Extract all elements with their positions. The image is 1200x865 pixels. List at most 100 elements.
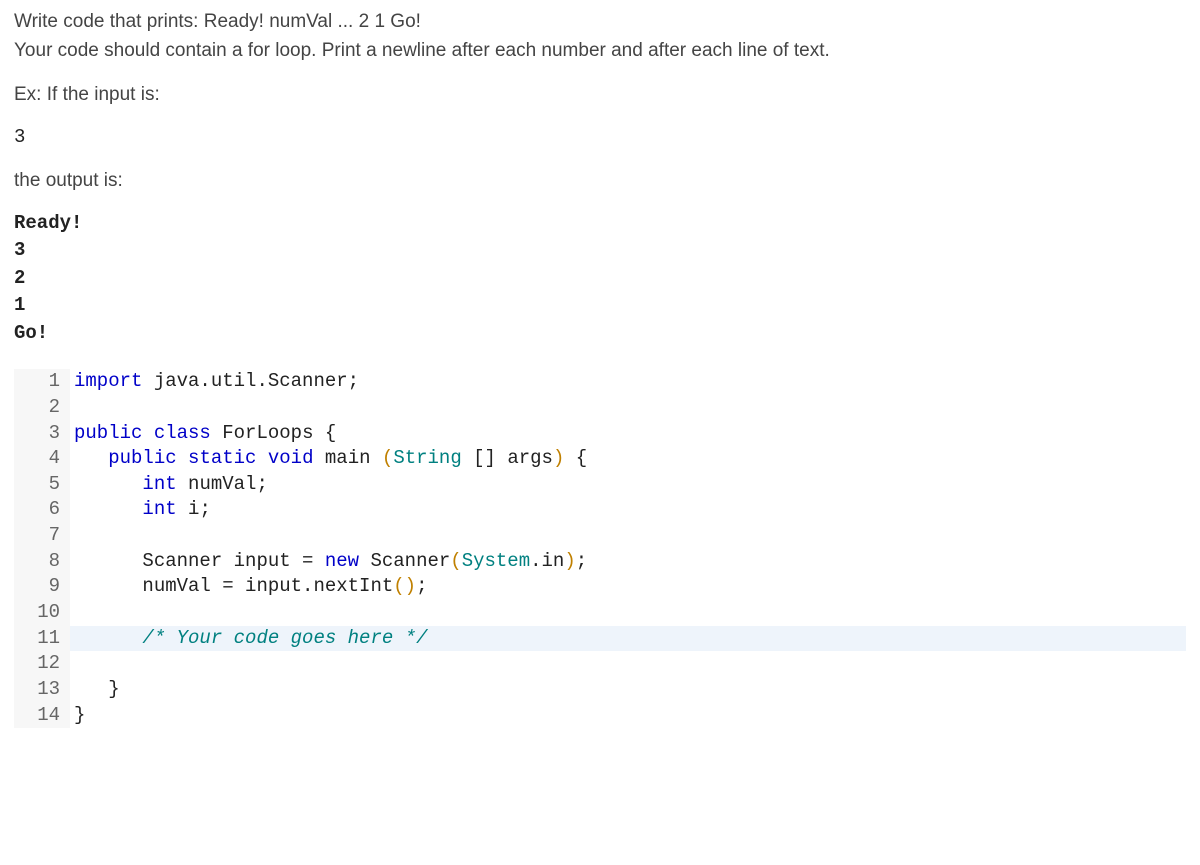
paren-icon: ) [553,447,564,469]
problem-line-1: Write code that prints: Ready! numVal ..… [14,8,1186,37]
tok: ; [576,550,587,572]
output-line-4: 1 [14,292,1186,320]
tok [74,498,142,520]
line-number: 12 [14,651,70,677]
type-string: String [393,447,461,469]
kw-int: int [142,473,176,495]
code-content [70,600,1186,626]
tok: { [564,447,587,469]
tok [74,447,108,469]
line-number: 11 [14,626,70,652]
line-number: 13 [14,677,70,703]
output-line-1: Ready! [14,210,1186,238]
tok: Scanner input = [142,550,324,572]
tok: ; [416,575,427,597]
type-system: System [462,550,530,572]
code-content: Scanner input = new Scanner(System.in); [70,549,1186,575]
code-row-highlighted: 11 /* Your code goes here */ [14,626,1186,652]
code-content: import java.util.Scanner; [70,369,1186,395]
code-content: } [70,703,1186,729]
example-output-block: Ready! 3 2 1 Go! [14,210,1186,348]
tok [74,678,108,700]
code-content [70,395,1186,421]
tok [256,447,267,469]
kw-import: import [74,370,142,392]
code-row: 5 int numVal; [14,472,1186,498]
tok: i; [177,498,211,520]
example-input-block: 3 [14,124,1186,152]
code-content: /* Your code goes here */ [70,626,1186,652]
output-line-5: Go! [14,320,1186,348]
tok [211,422,222,444]
line-number: 6 [14,497,70,523]
code-row: 7 [14,523,1186,549]
tok: args [496,447,553,469]
kw-class: class [154,422,211,444]
code-row: 8 Scanner input = new Scanner(System.in)… [14,549,1186,575]
tok: java.util.Scanner; [142,370,359,392]
tok [142,422,153,444]
code-row: 4 public static void main (String [] arg… [14,446,1186,472]
code-content: numVal = input.nextInt(); [70,574,1186,600]
tok: } [108,678,119,700]
tok: numVal; [177,473,268,495]
code-content: int i; [70,497,1186,523]
code-content: public static void main (String [] args)… [70,446,1186,472]
line-number: 8 [14,549,70,575]
paren-icon: () [393,575,416,597]
code-content: } [70,677,1186,703]
line-number: 2 [14,395,70,421]
tok: .in [530,550,564,572]
code-content: public class ForLoops { [70,421,1186,447]
comment: /* Your code goes here */ [142,627,427,649]
line-number: 4 [14,446,70,472]
paren-icon: ( [382,447,393,469]
code-content: int numVal; [70,472,1186,498]
tok: } [74,704,85,726]
tok [74,473,142,495]
paren-icon: ) [564,550,575,572]
output-prompt: the output is: [14,167,1186,196]
kw-static: static [188,447,256,469]
tok [177,447,188,469]
code-row: 14 } [14,703,1186,729]
code-row: 6 int i; [14,497,1186,523]
line-number: 5 [14,472,70,498]
code-row: 1 import java.util.Scanner; [14,369,1186,395]
line-number: 1 [14,369,70,395]
line-number: 9 [14,574,70,600]
code-content [70,523,1186,549]
problem-statement: Write code that prints: Ready! numVal ..… [14,8,1186,110]
kw-public: public [108,447,176,469]
code-row: 13 } [14,677,1186,703]
code-row: 9 numVal = input.nextInt(); [14,574,1186,600]
example-input-value: 3 [14,124,1186,152]
kw-int: int [142,498,176,520]
line-number: 7 [14,523,70,549]
paren-icon: ( [450,550,461,572]
kw-void: void [268,447,314,469]
code-row: 10 [14,600,1186,626]
problem-line-2: Your code should contain a for loop. Pri… [14,37,1186,66]
tok: main [313,447,381,469]
line-number: 3 [14,421,70,447]
class-name: ForLoops [222,422,313,444]
line-number: 14 [14,703,70,729]
line-number: 10 [14,600,70,626]
tok [74,550,142,572]
example-prompt: Ex: If the input is: [14,81,1186,110]
output-line-2: 3 [14,237,1186,265]
kw-new: new [325,550,359,572]
tok: numVal = input.nextInt [142,575,393,597]
code-editor: 1 import java.util.Scanner; 2 3 public c… [14,369,1186,728]
output-prompt-block: the output is: [14,167,1186,196]
output-line-3: 2 [14,265,1186,293]
kw-public: public [74,422,142,444]
tok: [] [462,447,496,469]
code-row: 12 [14,651,1186,677]
tok: Scanner [359,550,450,572]
code-content [70,651,1186,677]
tok [74,627,142,649]
tok: { [313,422,336,444]
code-row: 2 [14,395,1186,421]
